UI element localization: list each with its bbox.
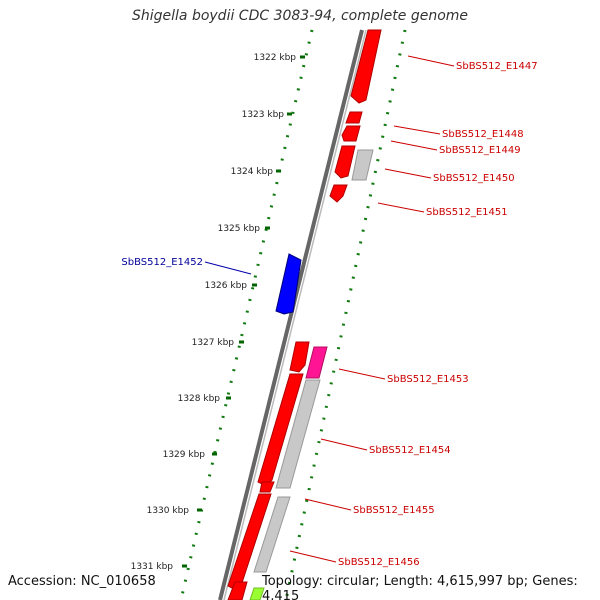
gene-box-e1456b[interactable] (249, 587, 265, 600)
tick-label-1328: 1328 kbp (178, 394, 221, 404)
gene-label-e1452[interactable]: SbBS512_E1452 (121, 257, 203, 268)
genome-backbone-shadow (223, 29, 367, 600)
gene-label-e1450[interactable]: SbBS512_E1450 (433, 173, 515, 184)
leader-line (393, 125, 441, 135)
genome-title: Shigella boydii CDC 3083-94, complete ge… (131, 8, 469, 24)
leader-line (407, 55, 455, 67)
leader-line (304, 498, 352, 511)
gene-arrow-e1452[interactable] (275, 253, 302, 315)
gene-arrow-e1449[interactable] (341, 125, 361, 142)
tick-label-1322: 1322 kbp (254, 53, 297, 63)
gene-box-e1453b[interactable] (305, 346, 328, 379)
gene-label-e1451[interactable]: SbBS512_E1451 (426, 207, 508, 218)
genome-backbone (218, 29, 364, 600)
gene-arrow-e1453a[interactable] (289, 341, 310, 373)
tick-label-1325: 1325 kbp (218, 224, 261, 234)
leader-line (204, 261, 252, 275)
tick-label-1324: 1324 kbp (231, 167, 274, 177)
inner-dotted-track (179, 29, 314, 600)
tick-label-1330: 1330 kbp (147, 506, 190, 516)
accession-label: Accession: NC_010658 (8, 574, 156, 589)
leader-line (390, 140, 438, 151)
tick-label-1327: 1327 kbp (192, 338, 235, 348)
leader-line (320, 438, 368, 451)
kbp-ticks: 1322 kbp 1323 kbp 1324 kbp 1325 kbp 1326… (131, 53, 305, 572)
gene-arrow-e1450a[interactable] (334, 145, 356, 179)
gene-label-e1456[interactable]: SbBS512_E1456 (338, 557, 420, 568)
gene-label-e1455[interactable]: SbBS512_E1455 (353, 505, 435, 516)
gene-label-e1453[interactable]: SbBS512_E1453 (387, 374, 469, 385)
outer-dotted-track (284, 29, 407, 600)
leader-line (384, 168, 432, 179)
tick-label-1329: 1329 kbp (163, 450, 206, 460)
leader-line (289, 550, 337, 563)
gene-label-e1448[interactable]: SbBS512_E1448 (442, 129, 524, 140)
forward-strand-genes (227, 29, 382, 600)
leader-line (338, 368, 386, 380)
gene-label-e1447[interactable]: SbBS512_E1447 (456, 61, 538, 72)
genome-summary: Topology: circular; Length: 4,615,997 bp… (262, 574, 578, 600)
gene-box-e1450b[interactable] (351, 149, 374, 181)
gene-label-e1449[interactable]: SbBS512_E1449 (439, 145, 521, 156)
gene-labels: SbBS512_E1447 SbBS512_E1448 SbBS512_E144… (121, 55, 538, 568)
gene-label-e1454[interactable]: SbBS512_E1454 (369, 445, 451, 456)
gene-box-e1455c[interactable] (253, 496, 291, 573)
gene-arrow-e1448[interactable] (345, 111, 363, 124)
gene-arrow-e1451[interactable] (329, 184, 348, 203)
tick-label-1323: 1323 kbp (242, 110, 285, 120)
gene-arrow-e1447[interactable] (350, 29, 382, 104)
gene-box-e1454b[interactable] (275, 379, 321, 489)
leader-line (377, 202, 425, 213)
gene-arrow-e1455a[interactable] (259, 481, 275, 493)
gene-arrow-e1456[interactable] (227, 581, 248, 600)
tick-label-1331: 1331 kbp (131, 562, 174, 572)
tick-label-1326: 1326 kbp (205, 281, 248, 291)
